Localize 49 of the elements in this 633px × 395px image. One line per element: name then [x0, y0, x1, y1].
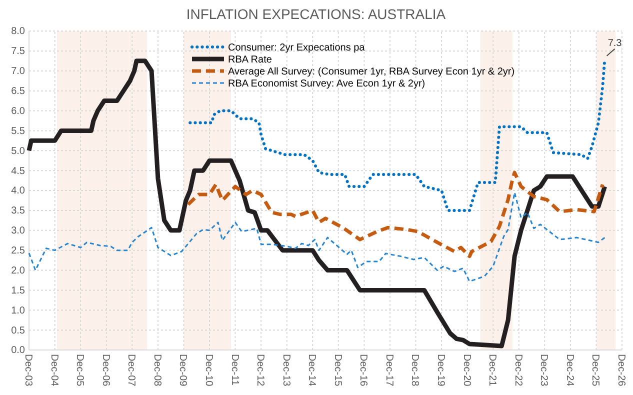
- y-tick-label: 6.0: [11, 106, 26, 117]
- y-tick-label: 7.0: [11, 66, 26, 78]
- x-tick-label: Dec-17: [383, 354, 394, 387]
- x-tick-label: Dec-07: [126, 354, 137, 387]
- y-tick-label: 1.0: [11, 305, 26, 316]
- x-tick-label: Dec-20: [460, 354, 472, 387]
- x-tick-label: Dec-05: [74, 354, 86, 387]
- x-tick-label: Dec-13: [280, 354, 292, 387]
- y-tick-label: 0.0: [11, 345, 26, 356]
- legend-label: Consumer: 2yr Expecations pa: [228, 42, 366, 54]
- y-tick-label: 0.5: [11, 325, 26, 336]
- x-tick-label: Dec-08: [151, 354, 162, 387]
- x-tick-label: Dec-11: [228, 354, 240, 386]
- line-series: [28, 192, 606, 282]
- y-tick-label: 2.5: [11, 246, 26, 257]
- chart-title: INFLATION EXPECATIONS: AUSTRALIA: [186, 6, 446, 22]
- x-tick-label: Dec-22: [512, 354, 524, 387]
- x-tick-label: Dec-03: [22, 354, 34, 387]
- y-tick-label: 5.5: [11, 126, 26, 137]
- legend-label: Average All Survey: (Consumer 1yr, RBA Survey Econ 1yr & 2yr): [228, 66, 515, 78]
- y-tick-label: 6.5: [11, 86, 26, 98]
- annotation: 7.3: [608, 38, 622, 49]
- x-tick-label: Dec-14: [306, 354, 318, 387]
- x-tick-label: Dec-10: [202, 354, 214, 387]
- y-tick-label: 4.5: [11, 166, 26, 177]
- legend-label: RBA Economist Survey: Ave Econ 1yr & 2yr): [228, 78, 426, 90]
- line-series: [186, 170, 604, 258]
- y-tick-label: 5.0: [11, 146, 26, 157]
- x-tick-label: Dec-24: [564, 354, 575, 387]
- y-tick-label: 7.5: [11, 46, 26, 58]
- x-tick-label: Dec-23: [538, 354, 550, 387]
- y-tick-label: 2.0: [11, 265, 26, 276]
- y-tick-label: 8.0: [11, 26, 26, 38]
- x-tick-label: Dec-06: [100, 354, 111, 387]
- x-tick-label: Dec-26: [616, 354, 626, 387]
- x-tick-label: Dec-04: [48, 354, 60, 387]
- x-tick-label: Dec-15: [332, 354, 343, 387]
- x-tick-label: Dec-25: [590, 354, 601, 387]
- x-tick-label: Dec-21: [486, 354, 498, 387]
- x-tick-label: Dec-09: [177, 354, 188, 387]
- y-tick-label: 1.5: [11, 285, 26, 296]
- legend-label: RBA Rate: [228, 54, 272, 66]
- y-tick-label: 3.5: [11, 206, 26, 217]
- x-tick-label: Dec-12: [254, 354, 266, 387]
- y-tick-label: 4.0: [11, 186, 26, 197]
- y-tick-label: 3.0: [11, 226, 26, 237]
- x-tick-label: Dec-16: [358, 354, 369, 387]
- x-tick-label: Dec-19: [435, 354, 446, 387]
- x-tick-label: Dec-18: [409, 354, 420, 387]
